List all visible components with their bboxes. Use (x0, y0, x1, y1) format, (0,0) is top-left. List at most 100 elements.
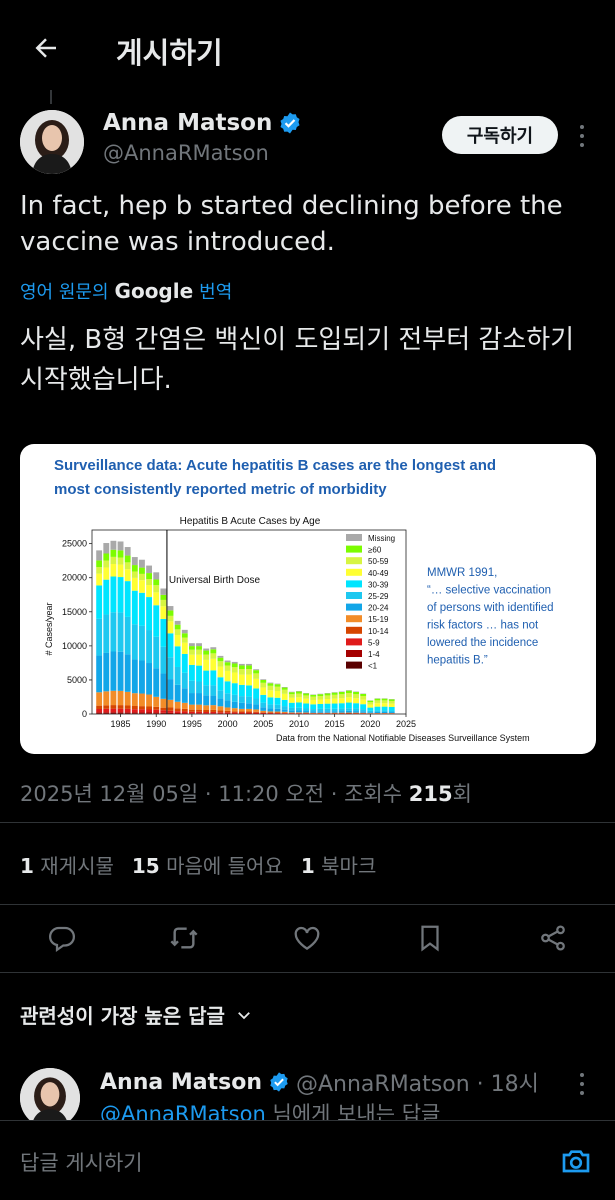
post-image[interactable]: Surveillance data: Acute hepatitis B cas… (20, 444, 596, 754)
bar-segment (345, 708, 352, 711)
reply-button[interactable] (44, 920, 80, 956)
repost-button[interactable] (166, 920, 202, 956)
bar-segment (217, 661, 224, 667)
bar-segment (181, 642, 188, 654)
bar-segment (103, 712, 110, 714)
bar-segment (388, 700, 395, 704)
bar-segment (153, 709, 160, 713)
reply-more-button[interactable] (572, 1070, 592, 1098)
share-button[interactable] (535, 920, 571, 956)
bar-segment (274, 686, 281, 691)
repost-arrows-icon (170, 927, 198, 949)
x-tick-label: 1995 (182, 719, 202, 729)
bar-segment (231, 712, 238, 714)
bar-segment (153, 579, 160, 586)
bar-segment (167, 707, 174, 711)
bar-segment (167, 610, 174, 616)
bar-segment (288, 694, 295, 698)
bar-segment (217, 655, 224, 658)
bookmark-icon (421, 925, 439, 952)
bar-segment (124, 713, 131, 714)
subscribe-button[interactable]: 구독하기 (442, 116, 558, 154)
bar-segment (224, 710, 231, 713)
bar-segment (224, 712, 231, 714)
bar-segment (274, 683, 281, 685)
legend-label: 40-49 (368, 569, 389, 578)
bar-segment (196, 681, 202, 694)
bar-segment (238, 702, 245, 709)
legend-label: ≥60 (368, 546, 382, 555)
bar-segment (96, 712, 103, 714)
bar-segment (110, 713, 117, 714)
bar-segment (174, 708, 181, 712)
more-options-button[interactable] (572, 122, 592, 150)
bar-segment (110, 651, 117, 691)
post-timestamp[interactable]: 2025년 12월 05일 · 11:20 오전 · 조회수 215회 (20, 778, 472, 808)
page-title: 게시하기 (116, 36, 223, 70)
bar-segment (103, 691, 110, 706)
bar-segment (253, 678, 260, 689)
bar-segment (181, 708, 188, 712)
back-button[interactable] (24, 26, 68, 70)
reply-author-row[interactable]: Anna Matson @AnnaRMatson · 18시 (100, 1066, 539, 1098)
bar-segment (96, 618, 103, 656)
bar-segment (267, 683, 274, 686)
reply-input[interactable]: 답글 게시하기 (20, 1151, 143, 1175)
y-tick-label: 5000 (67, 675, 87, 685)
like-button[interactable] (289, 920, 325, 956)
camera-button[interactable] (556, 1143, 596, 1179)
engagement-stats: 1 재게시물 15 마음에 들어요 1 북마크 (20, 850, 376, 879)
bar-segment (274, 691, 281, 698)
reposts-stat[interactable]: 1 재게시물 (20, 854, 114, 878)
bar-segment (224, 700, 231, 708)
bar-segment (338, 708, 345, 712)
bar-segment (246, 674, 252, 686)
bar-segment (374, 711, 381, 714)
bar-segment (303, 698, 310, 704)
avatar[interactable] (20, 110, 84, 174)
bar-segment (160, 646, 167, 674)
reply-avatar[interactable] (20, 1068, 80, 1128)
bar-segment (160, 698, 167, 708)
bar-segment (188, 693, 195, 705)
bar-segment (103, 543, 110, 554)
bar-segment (124, 569, 131, 582)
bar-segment (253, 704, 260, 710)
bookmarks-stat[interactable]: 1 북마크 (300, 854, 377, 878)
bar-segment (160, 606, 167, 619)
x-tick-label: 1990 (146, 719, 166, 729)
translation-attribution[interactable]: 영어 원문의 Google 번역 (20, 278, 232, 304)
bar-segment (160, 618, 167, 647)
bar-segment (174, 635, 181, 647)
bar-segment (360, 709, 367, 712)
verified-badge-icon (280, 112, 300, 134)
bar-segment (338, 698, 345, 704)
bar-segment (231, 701, 238, 709)
likes-stat[interactable]: 15 마음에 들어요 (131, 854, 283, 878)
bar-segment (303, 703, 310, 709)
author-name[interactable]: Anna Matson (103, 110, 302, 136)
bar-segment (288, 710, 295, 713)
bar-segment (188, 704, 195, 710)
bar-segment (274, 684, 281, 687)
reply-sort-dropdown[interactable]: 관련성이 가장 높은 답글 (20, 1000, 253, 1029)
author-handle[interactable]: @AnnaRMatson (103, 141, 269, 165)
bar-segment (181, 629, 188, 634)
bar-segment (310, 711, 317, 713)
bar-segment (231, 661, 238, 664)
bar-segment (281, 713, 288, 714)
bar-segment (210, 705, 217, 710)
bar-segment (203, 650, 210, 655)
bar-segment (345, 690, 352, 694)
bookmark-button[interactable] (412, 920, 448, 956)
bar-segment (224, 660, 231, 663)
bar-segment (367, 704, 374, 708)
bar-segment (324, 711, 331, 713)
bar-segment (253, 712, 260, 714)
legend-label: 1-4 (368, 650, 380, 659)
bar-segment (96, 692, 103, 706)
bar-segment (303, 693, 310, 696)
bar-segment (117, 708, 124, 713)
bar-segment (124, 547, 131, 556)
timestamp-text: 2025년 12월 05일 · 11:20 오전 · 조회수 (20, 782, 409, 806)
